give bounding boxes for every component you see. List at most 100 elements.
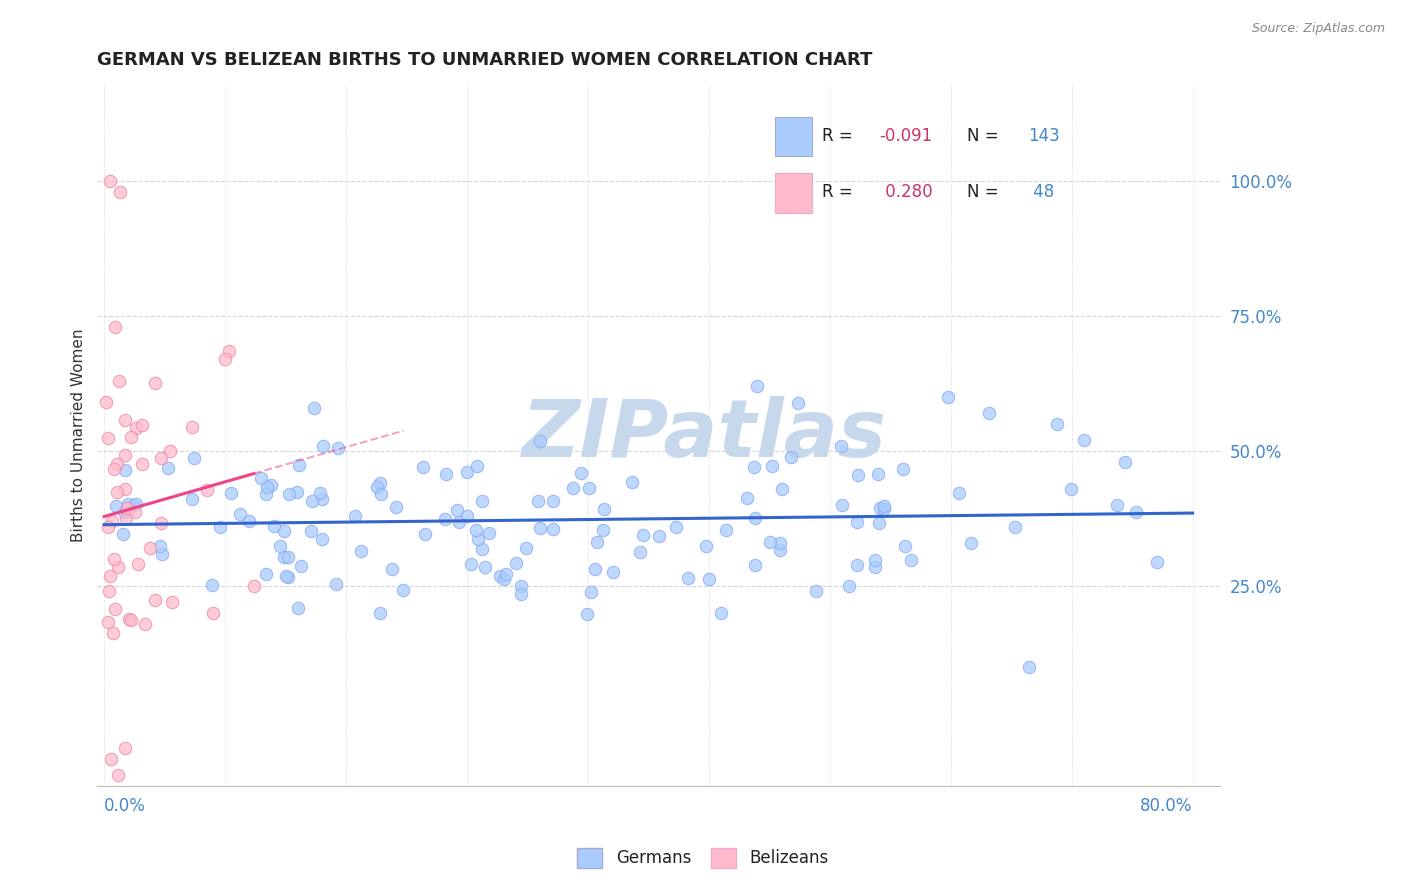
Point xyxy=(214,351,236,366)
Point xyxy=(97,431,120,445)
Point xyxy=(959,536,981,550)
Point xyxy=(787,395,810,409)
Point xyxy=(326,441,349,455)
Point xyxy=(260,478,283,492)
Point xyxy=(465,459,488,474)
Point xyxy=(465,523,488,537)
Point xyxy=(592,523,614,537)
Point xyxy=(301,494,323,508)
Point xyxy=(370,486,392,500)
Point xyxy=(592,501,614,516)
Point xyxy=(256,480,278,494)
Point xyxy=(868,516,890,530)
Point xyxy=(846,467,869,482)
Point xyxy=(150,450,173,465)
Point xyxy=(311,532,333,546)
Point xyxy=(391,582,413,597)
Point xyxy=(117,497,139,511)
Point xyxy=(125,497,148,511)
Point xyxy=(299,524,322,539)
Point xyxy=(744,511,766,525)
Point xyxy=(761,458,783,473)
Point xyxy=(276,549,298,564)
Point xyxy=(381,562,404,576)
Point xyxy=(159,444,181,458)
Point xyxy=(845,516,868,530)
Point xyxy=(456,465,478,479)
Point xyxy=(311,439,333,453)
Point xyxy=(195,483,218,497)
Point xyxy=(1004,520,1026,534)
Point xyxy=(865,553,887,567)
Point xyxy=(278,487,301,501)
Point xyxy=(219,486,242,500)
Point xyxy=(759,534,782,549)
Point xyxy=(117,504,139,518)
Point xyxy=(474,560,496,574)
Point xyxy=(1018,660,1040,674)
Point xyxy=(1125,505,1147,519)
Point xyxy=(509,579,531,593)
Point xyxy=(218,343,240,358)
Point xyxy=(277,570,299,584)
Point xyxy=(900,553,922,567)
Point xyxy=(769,536,792,550)
Point xyxy=(350,544,373,558)
Point xyxy=(115,500,138,515)
Point xyxy=(768,542,790,557)
Point xyxy=(575,607,598,622)
Point xyxy=(160,595,183,609)
Point xyxy=(747,379,769,393)
Point xyxy=(1114,455,1136,469)
Point xyxy=(478,526,501,541)
Point xyxy=(156,461,179,475)
Point xyxy=(529,521,551,535)
Point xyxy=(120,613,142,627)
Point xyxy=(229,507,252,521)
Point xyxy=(107,560,129,574)
Point xyxy=(744,459,766,474)
Point xyxy=(863,560,886,574)
Point xyxy=(583,562,606,576)
Point xyxy=(343,508,366,523)
Point xyxy=(471,493,494,508)
Point xyxy=(1073,434,1095,448)
Point xyxy=(124,505,146,519)
Point xyxy=(838,579,860,593)
Point xyxy=(243,579,266,593)
Point xyxy=(104,602,127,616)
Point xyxy=(434,512,457,526)
Point xyxy=(413,526,436,541)
Text: Source: ZipAtlas.com: Source: ZipAtlas.com xyxy=(1251,22,1385,36)
Point xyxy=(120,430,142,444)
Point xyxy=(201,578,224,592)
Point xyxy=(676,571,699,585)
Point xyxy=(96,394,118,409)
Point xyxy=(830,439,852,453)
Point xyxy=(145,376,167,391)
Point xyxy=(149,516,172,530)
Point xyxy=(412,459,434,474)
Point xyxy=(107,768,129,782)
Point xyxy=(304,401,326,415)
Point xyxy=(456,508,478,523)
Point xyxy=(602,566,624,580)
Point xyxy=(238,514,260,528)
Point xyxy=(254,487,277,501)
Point xyxy=(114,462,136,476)
Text: GERMAN VS BELIZEAN BIRTHS TO UNMARRIED WOMEN CORRELATION CHART: GERMAN VS BELIZEAN BIRTHS TO UNMARRIED W… xyxy=(97,51,873,69)
Point xyxy=(273,549,295,564)
Point xyxy=(581,585,603,599)
Point xyxy=(770,482,793,496)
Point xyxy=(714,523,737,537)
Point xyxy=(806,584,828,599)
Point xyxy=(97,520,120,534)
Point xyxy=(891,462,914,476)
Point xyxy=(288,458,311,472)
Point xyxy=(108,374,131,388)
Point xyxy=(114,448,136,462)
Point xyxy=(103,552,125,566)
Point xyxy=(467,533,489,547)
Text: 80.0%: 80.0% xyxy=(1140,797,1192,814)
Point xyxy=(446,502,468,516)
